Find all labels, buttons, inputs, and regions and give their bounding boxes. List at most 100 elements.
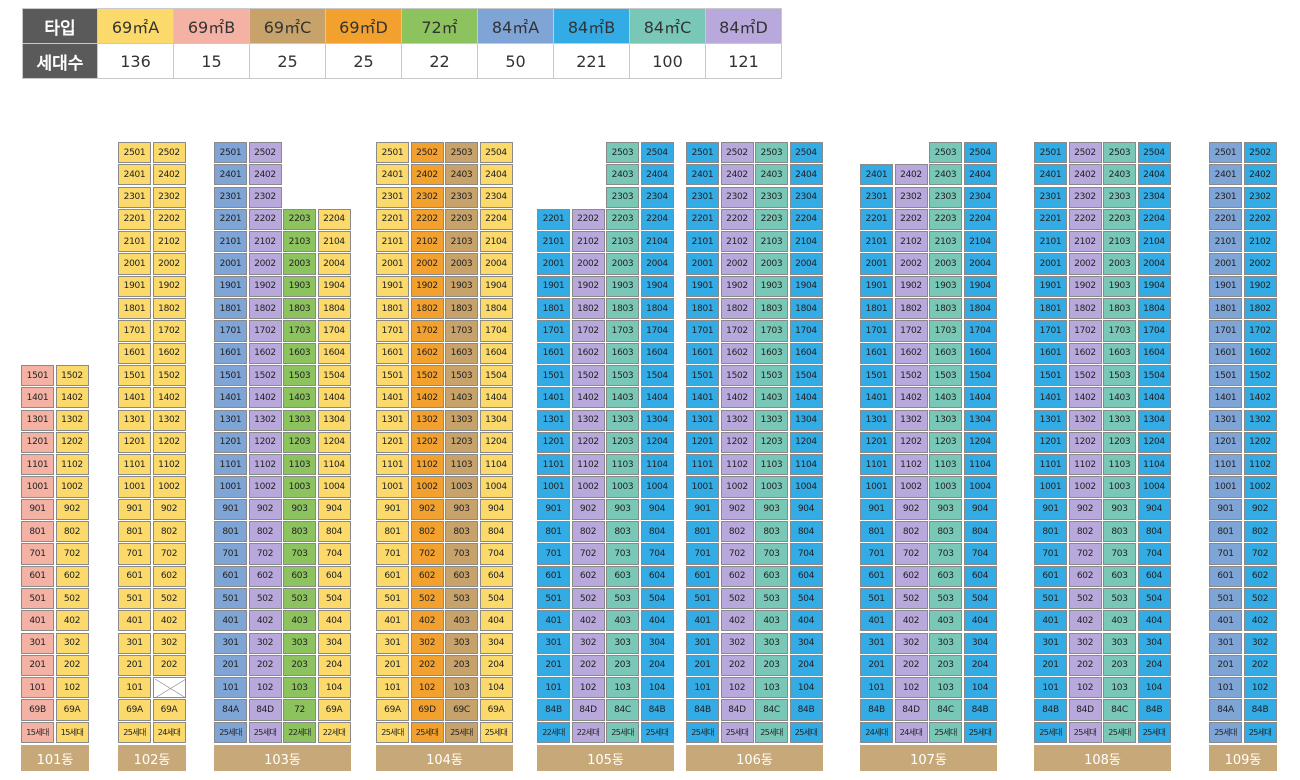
household-count-cell: 25세대 [789,721,823,743]
unit-cell: 1704 [963,320,997,342]
unit-cell: 2002 [410,253,444,275]
unit-cell: 2402 [1068,164,1102,186]
household-count-cell: 25세대 [118,721,151,743]
unit-cell: 2104 [963,231,997,253]
unit-cell: 602 [720,565,754,587]
unit-cell: 2104 [789,231,823,253]
unit-cell: 201 [537,654,570,677]
unit-cell: 1801 [1209,298,1242,320]
household-count-cell: 25세대 [214,721,247,743]
unit-cell: 1101 [21,454,54,476]
unit-cell: 1701 [686,320,719,342]
unit-cell: 1203 [1103,431,1136,454]
unit-cell: 1301 [118,409,151,431]
legend-type-84d: 84㎡D [705,8,782,44]
unit-cell: 801 [1034,521,1067,543]
legend-count-84d: 121 [705,43,782,79]
unit-cell: 1804 [317,298,351,320]
unit-cell: 1304 [963,409,997,431]
unit-cell: 1601 [118,342,151,364]
unit-cell: 1702 [410,320,444,342]
unit-cell: 2303 [606,186,639,208]
unit-cell: 2402 [894,164,928,186]
unit-cell: 1901 [537,275,570,297]
unit-cell: 2304 [640,186,674,208]
unit-cell: 404 [963,610,997,632]
unit-cell: 1602 [152,342,186,364]
unit-cell: 2301 [860,186,893,208]
unit-cell: 1402 [410,387,444,409]
unit-type-cell: 84B [640,699,674,721]
unit-cell: 1003 [445,476,478,498]
unit-cell: 2002 [1243,253,1277,275]
unit-cell: 301 [376,632,409,654]
unit-cell: 402 [410,610,444,632]
unit-cell: 1904 [479,275,513,297]
unit-type-cell: 84B [789,699,823,721]
unit-cell: 503 [929,587,962,610]
unit-cell: 2104 [640,231,674,253]
unit-cell: 1202 [571,431,605,454]
unit-cell: 303 [283,632,316,654]
unit-cell: 2001 [118,253,151,275]
unit-cell: 1301 [1209,409,1242,431]
unit-type-cell: 84C [1103,699,1136,721]
unit-cell: 502 [410,587,444,610]
unit-cell: 502 [571,587,605,610]
unit-cell: 1503 [606,364,639,387]
unit-cell: 1702 [1243,320,1277,342]
unit-cell: 1301 [1034,409,1067,431]
unit-cell: 902 [152,498,186,520]
household-count-cell: 25세대 [755,721,788,743]
unit-cell: 401 [1209,610,1242,632]
building-name-label: 109동 [1209,745,1277,771]
unit-cell: 802 [248,521,282,543]
unit-cell: 803 [283,521,316,543]
unit-cell: 2101 [214,231,247,253]
unit-cell: 1703 [1103,320,1136,342]
unit-cell: 701 [860,543,893,565]
unit-cell: 904 [963,498,997,520]
unit-cell: 802 [152,521,186,543]
unit-cell: 1201 [686,431,719,454]
unit-cell: 1402 [152,387,186,409]
unit-cell: 2501 [686,141,719,164]
unit-cell: 2402 [1243,164,1277,186]
unit-cell: 402 [55,610,89,632]
unit-cell: 1602 [894,342,928,364]
unit-cell: 2001 [860,253,893,275]
unit-type-cell: 69A [118,699,151,721]
unit-type-cell: 69C [445,699,478,721]
unit-cell: 1801 [860,298,893,320]
unit-type-cell: 84B [686,699,719,721]
unit-cell: 401 [214,610,247,632]
unit-cell: 704 [640,543,674,565]
unit-cell: 404 [640,610,674,632]
unit-cell: 2203 [606,208,639,231]
unit-cell: 2501 [214,141,247,164]
unit-cell: 702 [1068,543,1102,565]
unit-cell: 2004 [963,253,997,275]
unit-cell: 1504 [1137,364,1171,387]
unit-cell: 1804 [640,298,674,320]
unit-cell: 2003 [445,253,478,275]
unit-cell: 503 [283,587,316,610]
unit-cell: 602 [1068,565,1102,587]
unit-cell: 1001 [537,476,570,498]
unit-cell: 2403 [929,164,962,186]
unit-cell: 2201 [118,208,151,231]
unit-cell: 704 [317,543,351,565]
unit-cell: 601 [118,565,151,587]
unit-cell: 202 [410,654,444,677]
unit-cell: 2104 [317,231,351,253]
unit-cell: 2302 [894,186,928,208]
unit-cell: 1103 [283,454,316,476]
unit-cell: 104 [317,677,351,699]
unit-cell: 2003 [1103,253,1136,275]
unit-cell: 903 [445,498,478,520]
unit-cell: 1002 [571,476,605,498]
unit-cell: 502 [55,587,89,610]
unit-cell: 404 [789,610,823,632]
unit-cell: 1401 [376,387,409,409]
unit-cell: 1203 [445,431,478,454]
